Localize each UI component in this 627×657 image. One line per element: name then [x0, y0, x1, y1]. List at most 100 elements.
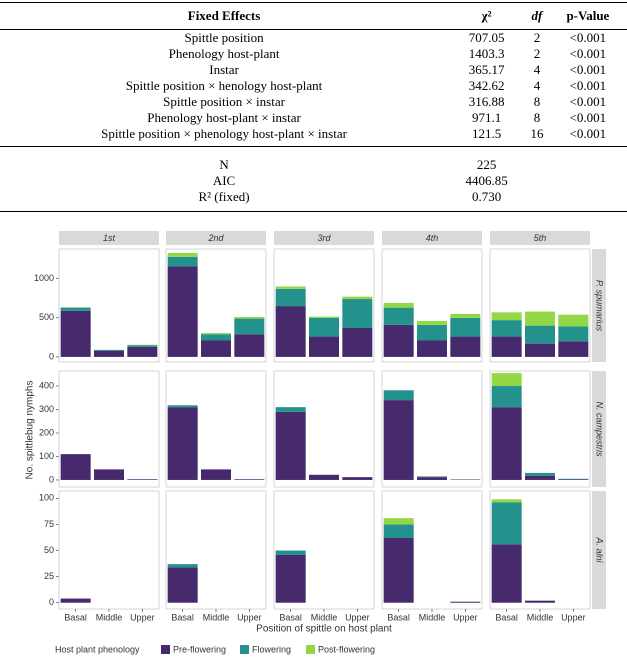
legend-label: Pre-flowering — [173, 644, 226, 654]
table-cell: Spittle position — [184, 30, 264, 45]
bar-segment — [275, 407, 306, 412]
bar-segment — [383, 390, 414, 401]
bar-segment — [525, 311, 555, 326]
bar-segment — [491, 502, 522, 545]
bar-segment — [558, 341, 589, 357]
header-cell: Fixed Effects — [0, 2, 449, 30]
facet-label: A. alni — [595, 536, 605, 563]
bar-segment — [417, 340, 447, 357]
y-tick-label: 500 — [39, 312, 54, 322]
bar-segment — [234, 318, 265, 335]
bar-segment — [94, 350, 124, 357]
x-tick-label: Upper — [130, 612, 155, 622]
bar-segment — [275, 411, 306, 480]
bar-segment — [342, 299, 373, 328]
table-cell: <0.001 — [569, 46, 607, 61]
x-tick-label: Middle — [96, 612, 123, 622]
facet-strip — [490, 231, 590, 245]
bar-segment — [167, 252, 198, 257]
facet-strip — [382, 231, 482, 245]
y-tick-label: 300 — [39, 404, 54, 414]
bar-segment — [491, 499, 522, 503]
bar-segment — [558, 479, 589, 480]
bar-segment — [275, 286, 306, 289]
bar-segment — [558, 314, 589, 327]
x-tick-label: Middle — [203, 612, 230, 622]
bar-segment — [383, 524, 414, 538]
table-cell: <0.001 — [569, 30, 607, 45]
table-cell — [525, 146, 549, 173]
y-tick-label: 100 — [39, 451, 54, 461]
facet-label: 3rd — [317, 233, 331, 243]
legend-label: Post-flowering — [318, 644, 375, 654]
table-cell: Spittle position × henology host-plant — [125, 78, 323, 93]
table-cell: N — [0, 146, 449, 173]
legend-swatch — [240, 645, 249, 654]
bar-segment — [309, 474, 339, 480]
x-tick-label: Upper — [345, 612, 370, 622]
y-tick-label: 75 — [44, 519, 54, 529]
table-cell: 8 — [533, 94, 541, 109]
table-cell: 316.88 — [468, 94, 505, 109]
facet-strip — [166, 231, 266, 245]
bar-segment — [275, 550, 306, 555]
facet-strip — [59, 231, 159, 245]
table-cell: <0.001 — [569, 110, 607, 125]
bar-segment — [167, 256, 198, 267]
bar-segment — [275, 306, 306, 357]
table-row: Spittle position 707.05 2 <0.001 — [0, 30, 627, 47]
y-tick-label: 400 — [39, 380, 54, 390]
bar-segment — [525, 600, 555, 603]
bar-segment — [234, 334, 265, 357]
y-tick-label: 1000 — [34, 273, 54, 283]
bar-segment — [383, 324, 414, 357]
facet-strip — [274, 231, 374, 245]
stats-row: R² (fixed) 0.730 — [0, 189, 627, 212]
bar-segment — [525, 325, 555, 344]
x-tick-label: Basal — [64, 612, 87, 622]
bar-segment — [309, 317, 339, 337]
bar-segment — [342, 296, 373, 300]
table-cell: AIC — [212, 173, 236, 188]
y-tick-label: 0 — [49, 474, 54, 484]
bar-segment — [201, 340, 231, 357]
table-cell: 971.1 — [471, 110, 502, 125]
bar-segment — [275, 288, 306, 307]
table-cell: <0.001 — [569, 78, 607, 93]
bar-segment — [127, 479, 158, 480]
bar-segment — [234, 479, 265, 480]
table-cell — [548, 189, 627, 212]
bar-segment — [342, 327, 373, 357]
table-cell: 16 — [530, 126, 544, 141]
bar-segment — [60, 307, 91, 311]
facet-strip — [592, 491, 606, 609]
bar-segment — [201, 333, 231, 335]
table-row: Instar 365.17 4 <0.001 — [0, 62, 627, 78]
bar-segment — [60, 310, 91, 357]
bar-segment — [450, 313, 481, 318]
table-cell: 4 — [533, 62, 541, 77]
table-cell: 121.5 — [471, 126, 502, 141]
bar-segment — [491, 407, 522, 480]
legend-label: Flowering — [252, 644, 291, 654]
table-cell: R² (fixed) — [0, 189, 449, 212]
table-row: Phenology host-plant × instar 971.1 8 <0.00… — [0, 110, 627, 126]
bar-segment — [525, 343, 555, 357]
header-cell: df — [525, 2, 549, 30]
y-tick-label: 50 — [44, 545, 54, 555]
table-cell: 225 — [448, 146, 526, 173]
bar-segment — [491, 312, 522, 321]
stats-row: N 225 — [0, 146, 627, 173]
table-cell: Spittle position × instar — [163, 94, 285, 109]
table-cell: Spittle position × phenology host-plant … — [101, 126, 347, 141]
y-tick-label: 100 — [39, 493, 54, 503]
bar-segment — [309, 316, 339, 318]
table-cell: 4 — [533, 78, 541, 93]
table-cell: 2 — [533, 46, 541, 61]
header-cell: p-Value — [548, 2, 627, 30]
bar-segment — [201, 469, 231, 480]
table-cell: 707.05 — [468, 30, 505, 45]
bar-segment — [450, 601, 481, 603]
x-tick-label: Upper — [453, 612, 478, 622]
